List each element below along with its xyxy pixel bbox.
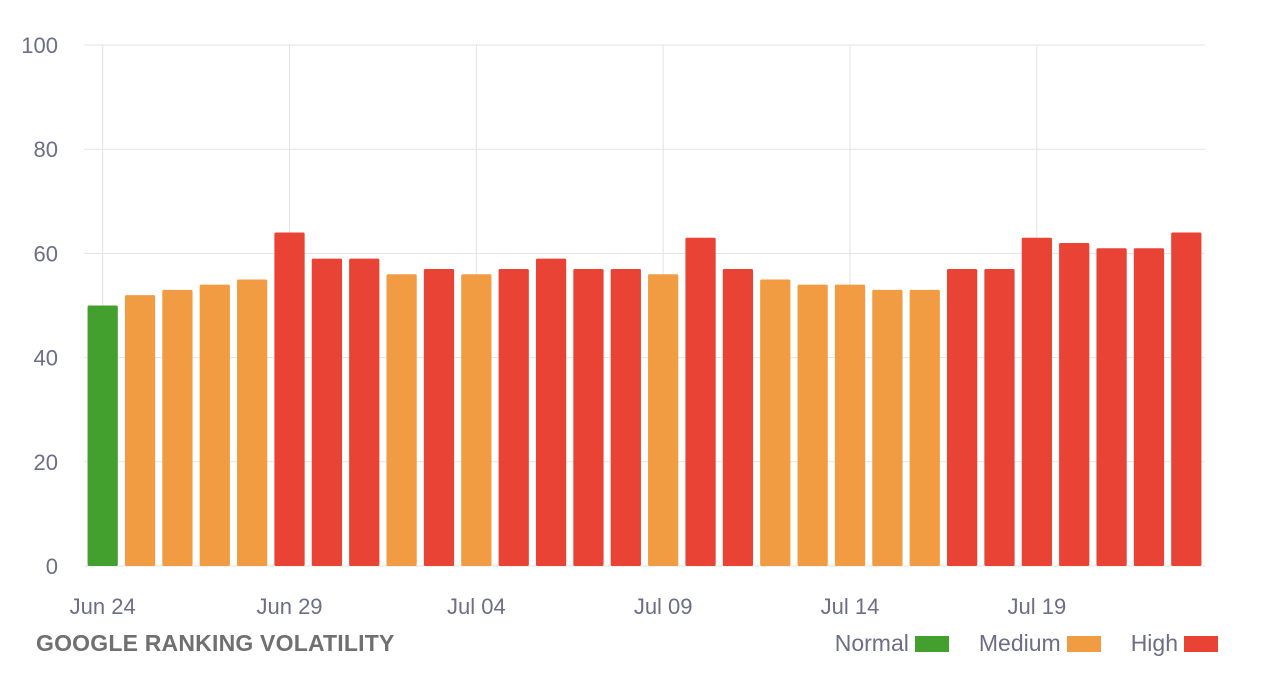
bar-jul-20[interactable] [1059,242,1090,567]
legend-item-medium[interactable]: Medium [979,630,1101,657]
bar-jun-26[interactable] [162,289,193,566]
bar-jun-27[interactable] [199,284,230,566]
y-tick-label: 100 [21,33,58,58]
legend-label-medium: Medium [978,630,1061,656]
legend-item-normal[interactable]: Normal [835,630,949,657]
x-tick-label: Jul 14 [821,594,880,619]
legend-item-high[interactable]: High [1131,630,1218,657]
legend-label-high: High [1130,630,1178,656]
y-axis-labels: 0 20 40 60 80 100 [21,33,58,579]
legend-swatch-normal [914,635,949,652]
bar-jul-19[interactable] [1021,237,1052,566]
bar-jul-05[interactable] [498,269,529,566]
x-tick-label: Jul 04 [447,594,506,619]
bar-jun-29[interactable] [274,232,305,566]
bar-jul-22[interactable] [1133,248,1165,566]
bar-jul-10[interactable] [685,237,716,566]
legend-swatch-medium [1066,635,1101,652]
legend-label-normal: Normal [834,630,909,656]
bar-jul-12[interactable] [760,279,791,566]
y-tick-label: 20 [34,450,58,475]
bars [87,232,1202,567]
bar-jul-04[interactable] [461,274,492,566]
legend-swatch-high [1184,635,1218,652]
bar-jul-11[interactable] [722,269,754,566]
bar-jul-21[interactable] [1096,248,1127,566]
x-tick-label: Jul 09 [634,594,693,619]
volatility-chart: 0 20 40 60 80 100 Jun 24 Jun 29 Jul 04 Jul 09 Jul… [21,33,1205,619]
bar-jul-07[interactable] [573,269,604,566]
bar-jun-24[interactable] [87,305,118,567]
bar-jul-15[interactable] [872,289,903,566]
bar-jun-28[interactable] [237,279,268,566]
bar-jul-01[interactable] [349,258,380,566]
bar-jul-03[interactable] [423,269,455,566]
bar-jul-17[interactable] [946,269,978,566]
bar-jul-18[interactable] [984,269,1015,566]
bar-jul-14[interactable] [834,284,866,566]
x-tick-label: Jun 24 [70,594,136,619]
legend: Normal Medium High [805,630,1218,657]
bar-jun-30[interactable] [311,258,343,566]
chart-title: GOOGLE RANKING VOLATILITY [36,630,395,656]
y-tick-label: 60 [34,241,58,266]
y-tick-label: 0 [46,554,58,579]
bar-jul-16[interactable] [909,289,940,566]
y-tick-label: 40 [34,346,58,371]
x-tick-label: Jul 19 [1007,594,1066,619]
bar-jul-09[interactable] [648,274,679,566]
x-axis-labels: Jun 24 Jun 29 Jul 04 Jul 09 Jul 14 Jul 19 [70,594,1067,619]
bar-jul-23[interactable] [1171,232,1202,566]
bar-jul-13[interactable] [797,284,828,566]
bar-jul-08[interactable] [610,269,641,566]
bar-jun-25[interactable] [124,295,156,566]
y-tick-label: 80 [34,137,58,162]
bar-jul-06[interactable] [535,258,567,566]
bar-jul-02[interactable] [386,274,417,566]
x-tick-label: Jun 29 [256,594,322,619]
grid-lines [84,44,1205,567]
